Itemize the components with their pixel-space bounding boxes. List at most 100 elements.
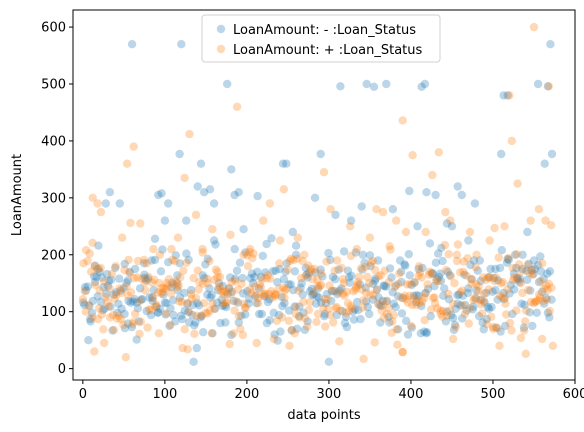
data-point (256, 283, 265, 292)
data-point (477, 295, 486, 304)
data-point (153, 308, 162, 317)
data-point (270, 330, 279, 339)
data-point (512, 263, 521, 273)
data-point (339, 279, 348, 288)
data-point (465, 227, 475, 237)
data-point (398, 347, 407, 357)
data-point (460, 270, 469, 279)
data-point (363, 302, 372, 312)
data-point (528, 265, 537, 275)
data-point (178, 314, 187, 324)
data-point (262, 273, 271, 283)
data-point (211, 265, 221, 274)
data-point (170, 256, 179, 266)
data-point (123, 276, 133, 285)
data-point (407, 323, 417, 332)
data-point (208, 225, 217, 234)
data-point (285, 256, 295, 266)
data-point (385, 318, 394, 327)
data-point (123, 319, 133, 328)
data-point (431, 258, 441, 267)
data-point (135, 296, 145, 306)
data-point (298, 256, 307, 266)
data-point (294, 312, 304, 321)
data-point (495, 263, 505, 273)
data-point (180, 306, 190, 315)
data-point (182, 258, 191, 267)
data-point (505, 91, 514, 100)
data-point (176, 311, 186, 320)
data-point (438, 312, 447, 321)
data-point (337, 284, 346, 293)
plot-frame (72, 9, 576, 381)
data-point (385, 264, 395, 273)
data-point (149, 244, 158, 254)
data-point (493, 324, 502, 333)
data-point (267, 287, 276, 296)
data-point (196, 159, 206, 168)
data-point (105, 284, 114, 293)
data-point (100, 277, 109, 286)
data-point (306, 264, 316, 274)
data-point (210, 304, 220, 313)
data-point (332, 302, 341, 312)
data-point (365, 233, 375, 242)
data-point (182, 216, 191, 225)
data-point (192, 311, 201, 320)
data-point (86, 317, 95, 326)
data-point (353, 277, 363, 287)
data-point (439, 291, 448, 300)
data-point (520, 300, 529, 310)
data-point (467, 275, 477, 284)
y-tick-label: 300 (41, 191, 66, 206)
data-point (338, 275, 348, 284)
data-point (222, 297, 232, 307)
data-point (379, 281, 388, 290)
data-point (115, 199, 125, 208)
data-point (142, 276, 151, 285)
data-point (111, 263, 120, 273)
data-point (474, 287, 483, 296)
data-point (477, 309, 487, 318)
data-point (475, 296, 485, 305)
data-point (205, 284, 214, 293)
data-point (163, 281, 172, 291)
data-point (387, 273, 396, 282)
data-point (472, 280, 481, 289)
data-point (510, 250, 520, 259)
data-point (210, 275, 219, 284)
data-point (510, 273, 519, 282)
data-point (299, 308, 308, 317)
data-point (453, 240, 463, 249)
data-point (87, 308, 97, 317)
data-point (317, 298, 326, 307)
data-point (250, 272, 259, 282)
data-point (413, 295, 422, 304)
data-point (175, 297, 184, 306)
data-point (94, 241, 103, 250)
data-point (104, 276, 114, 286)
data-point (378, 207, 388, 217)
data-point (180, 288, 189, 298)
data-point (338, 306, 347, 316)
data-point (171, 317, 180, 326)
data-point (331, 275, 340, 284)
data-point (269, 308, 278, 317)
data-point (368, 256, 377, 266)
data-point (392, 325, 401, 334)
y-tick-label: 100 (41, 305, 66, 320)
data-point (367, 258, 376, 267)
data-point (107, 269, 117, 279)
data-point (441, 207, 450, 217)
data-point (280, 293, 289, 303)
data-point (321, 322, 330, 331)
data-point (207, 329, 217, 338)
data-point (414, 264, 423, 274)
data-point (529, 22, 539, 32)
data-point (478, 273, 488, 282)
data-point (279, 185, 288, 194)
data-point (466, 260, 475, 270)
data-point (191, 293, 201, 303)
data-point (470, 199, 480, 208)
data-point (516, 333, 526, 343)
